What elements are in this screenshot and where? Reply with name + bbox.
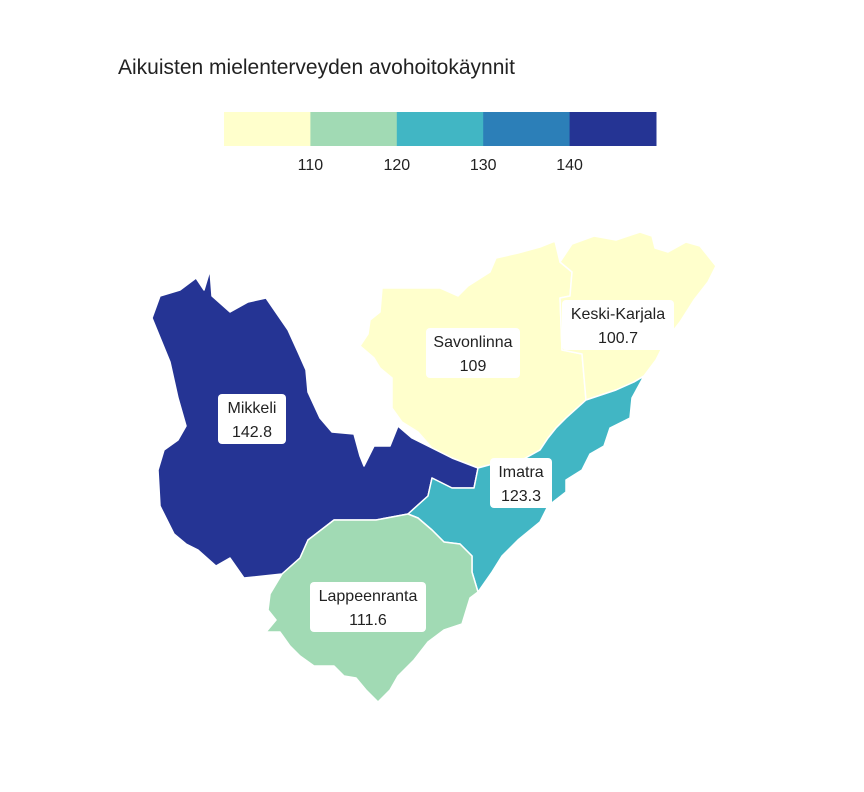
legend-bin-4 xyxy=(483,112,571,146)
label-imatra: Imatra 123.3 xyxy=(490,458,552,508)
label-imatra-value: 123.3 xyxy=(501,488,541,505)
legend-tick-label: 140 xyxy=(556,157,583,174)
label-keski-karjala: Keski-Karjala 100.7 xyxy=(562,300,674,350)
legend-bin-5 xyxy=(569,112,657,146)
legend-bin-1 xyxy=(224,112,311,146)
label-savonlinna-name: Savonlinna xyxy=(433,334,512,351)
label-lappeenranta-name: Lappeenranta xyxy=(319,588,418,605)
legend-bin-2 xyxy=(310,112,398,146)
label-lappeenranta: Lappeenranta 111.6 xyxy=(310,582,426,632)
legend-tick-label: 110 xyxy=(298,157,324,174)
label-keski-karjala-name: Keski-Karjala xyxy=(571,306,665,323)
label-keski-karjala-value: 100.7 xyxy=(598,330,638,347)
legend-tick-label: 120 xyxy=(383,157,410,174)
legend-tick-label: 130 xyxy=(470,157,497,174)
map-title: Aikuisten mielenterveyden avohoitokäynni… xyxy=(118,56,515,79)
label-savonlinna: Savonlinna 109 xyxy=(426,328,520,378)
label-imatra-name: Imatra xyxy=(498,464,543,481)
color-legend: 110 120 130 140 xyxy=(224,112,657,174)
label-mikkeli: Mikkeli 142.8 xyxy=(218,394,286,444)
label-savonlinna-value: 109 xyxy=(460,358,487,375)
legend-bin-3 xyxy=(396,112,484,146)
label-mikkeli-name: Mikkeli xyxy=(228,400,277,417)
label-lappeenranta-value: 111.6 xyxy=(349,612,387,629)
label-mikkeli-value: 142.8 xyxy=(232,424,272,441)
